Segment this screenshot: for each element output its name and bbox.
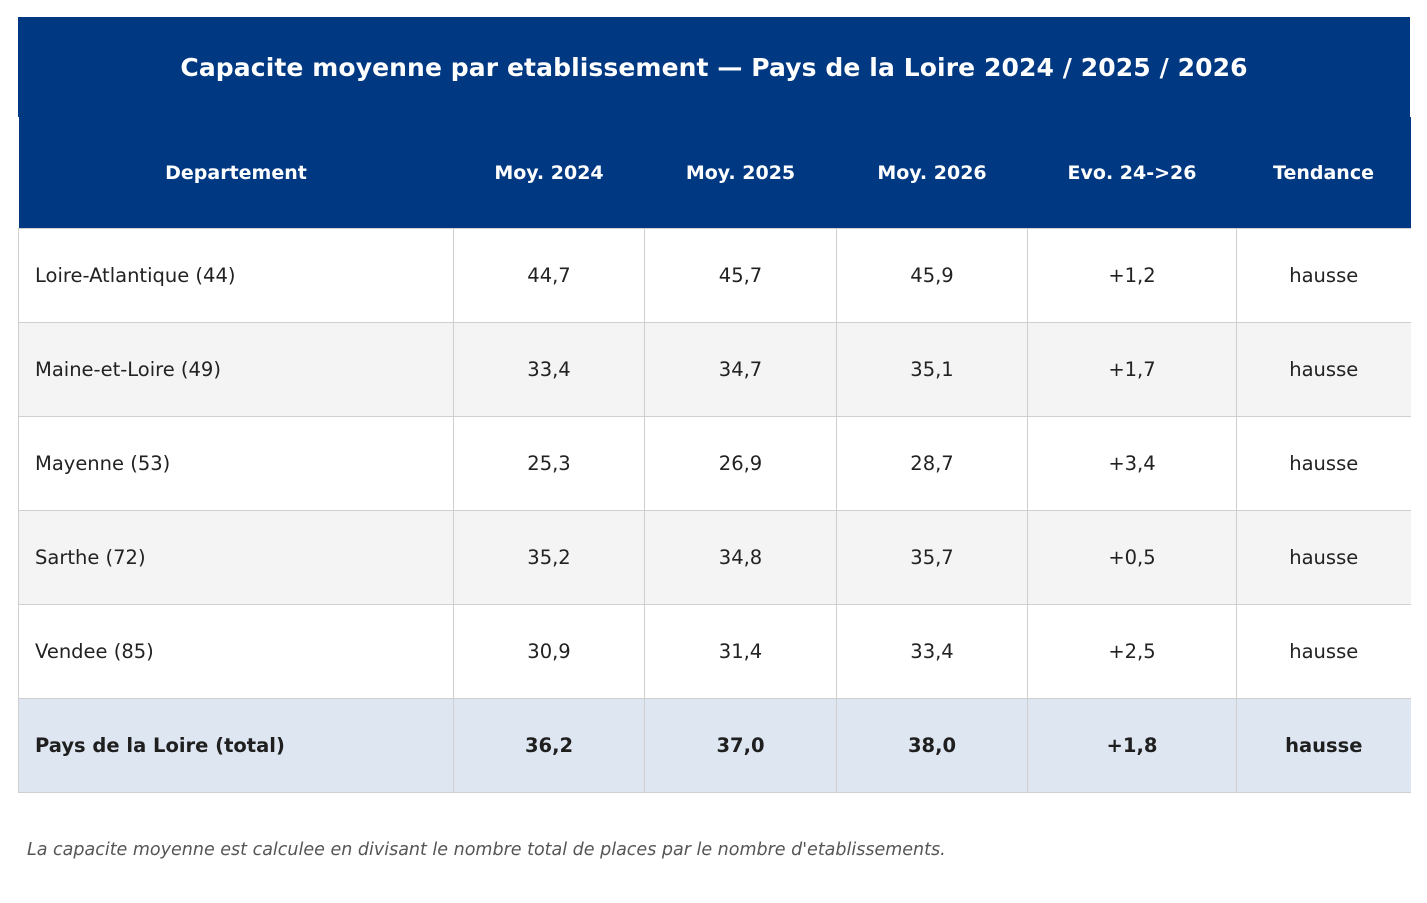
column-header-tendance: Tendance (1236, 117, 1411, 229)
cell-moy-2026: 45,9 (836, 228, 1028, 323)
cell-moy-2026: 33,4 (836, 604, 1028, 699)
cell-departement: Sarthe (72) (18, 510, 454, 605)
cell-moy-2024: 35,2 (453, 510, 645, 605)
cell-moy-2024: 44,7 (453, 228, 645, 323)
cell-tendance: hausse (1236, 416, 1411, 511)
cell-moy-2026: 28,7 (836, 416, 1028, 511)
table-row: Mayenne (53) 25,3 26,9 28,7 +3,4 hausse (18, 416, 1411, 511)
table-row: Maine-et-Loire (49) 33,4 34,7 35,1 +1,7 … (18, 322, 1411, 417)
total-row: Pays de la Loire (total) 36,2 37,0 38,0 … (18, 698, 1411, 793)
cell-evolution: +2,5 (1027, 604, 1237, 699)
cell-moy-2025: 34,7 (644, 322, 837, 417)
table-grid: Departement Moy. 2024 Moy. 2025 Moy. 202… (18, 117, 1411, 793)
total-cell-moy-2026: 38,0 (836, 698, 1028, 793)
cell-tendance: hausse (1236, 510, 1411, 605)
cell-moy-2025: 34,8 (644, 510, 837, 605)
cell-moy-2024: 25,3 (453, 416, 645, 511)
cell-moy-2024: 30,9 (453, 604, 645, 699)
column-header-moy-2025: Moy. 2025 (644, 117, 837, 229)
column-header-moy-2026: Moy. 2026 (836, 117, 1028, 229)
cell-moy-2024: 33,4 (453, 322, 645, 417)
total-cell-evolution: +1,8 (1027, 698, 1237, 793)
total-cell-moy-2025: 37,0 (644, 698, 837, 793)
data-table: Capacite moyenne par etablissement — Pay… (18, 17, 1411, 793)
cell-moy-2025: 45,7 (644, 228, 837, 323)
column-header-evolution: Evo. 24->26 (1027, 117, 1237, 229)
cell-tendance: hausse (1236, 604, 1411, 699)
cell-evolution: +1,7 (1027, 322, 1237, 417)
table-footnote: La capacite moyenne est calculee en divi… (27, 840, 946, 860)
cell-moy-2026: 35,1 (836, 322, 1028, 417)
column-header-departement: Departement (18, 117, 454, 229)
total-cell-moy-2024: 36,2 (453, 698, 645, 793)
table-row: Vendee (85) 30,9 31,4 33,4 +2,5 hausse (18, 604, 1411, 699)
cell-evolution: +0,5 (1027, 510, 1237, 605)
cell-departement: Vendee (85) (18, 604, 454, 699)
cell-moy-2025: 31,4 (644, 604, 837, 699)
cell-tendance: hausse (1236, 322, 1411, 417)
column-header-moy-2024: Moy. 2024 (453, 117, 645, 229)
cell-departement: Mayenne (53) (18, 416, 454, 511)
cell-tendance: hausse (1236, 228, 1411, 323)
cell-evolution: +1,2 (1027, 228, 1237, 323)
total-cell-departement: Pays de la Loire (total) (18, 698, 454, 793)
header-row: Departement Moy. 2024 Moy. 2025 Moy. 202… (18, 117, 1411, 229)
cell-evolution: +3,4 (1027, 416, 1237, 511)
cell-departement: Loire-Atlantique (44) (18, 228, 454, 323)
cell-moy-2025: 26,9 (644, 416, 837, 511)
table-row: Loire-Atlantique (44) 44,7 45,7 45,9 +1,… (18, 228, 1411, 323)
table-title: Capacite moyenne par etablissement — Pay… (18, 17, 1410, 117)
cell-moy-2026: 35,7 (836, 510, 1028, 605)
table-row: Sarthe (72) 35,2 34,8 35,7 +0,5 hausse (18, 510, 1411, 605)
total-cell-tendance: hausse (1236, 698, 1411, 793)
cell-departement: Maine-et-Loire (49) (18, 322, 454, 417)
